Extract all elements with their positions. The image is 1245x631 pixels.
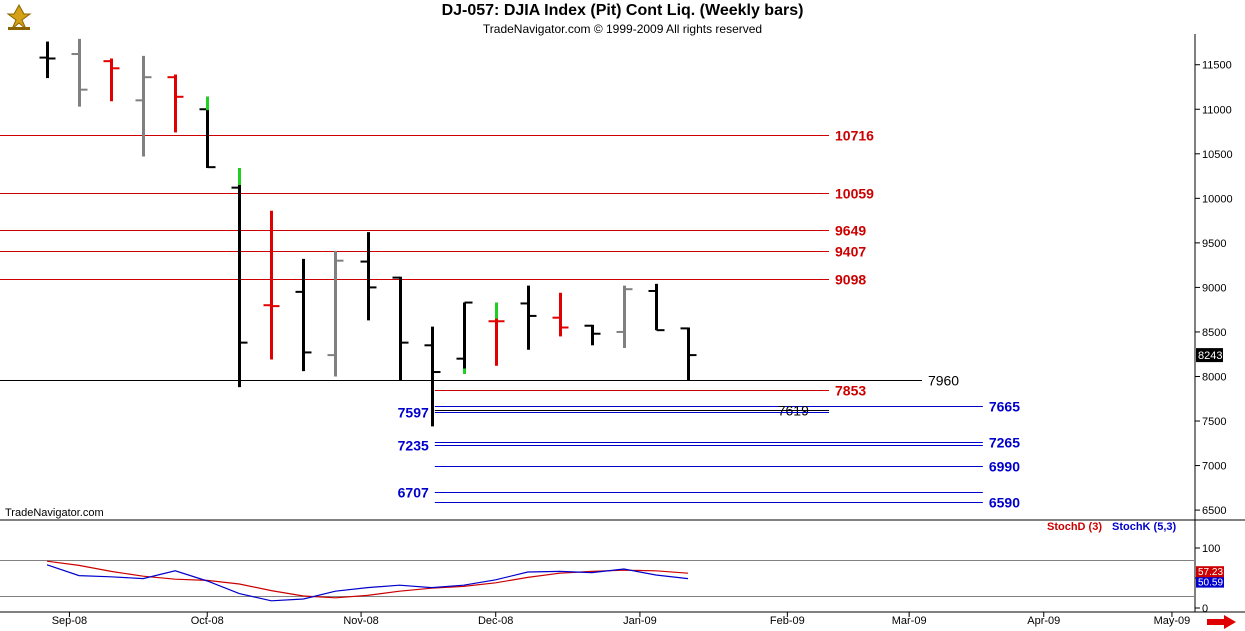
arrow-right-icon[interactable] bbox=[1207, 614, 1237, 630]
x-tick-label: Dec-08 bbox=[478, 615, 513, 627]
ohlc-bar bbox=[552, 292, 569, 337]
y-tick-label: 8500 bbox=[1202, 327, 1226, 339]
level-label: 7235 bbox=[398, 438, 429, 454]
level-label: 10059 bbox=[835, 186, 874, 202]
price-tag-box bbox=[1196, 348, 1223, 363]
stoch-d-line bbox=[46, 560, 689, 599]
y-tick-label: 8000 bbox=[1202, 371, 1226, 383]
ohlc-bar bbox=[167, 74, 184, 133]
x-tick-label: Mar-09 bbox=[892, 615, 927, 627]
ohlc-bar bbox=[295, 258, 312, 372]
y-tick-label: 10500 bbox=[1202, 149, 1233, 161]
level-label: 7597 bbox=[398, 405, 429, 421]
ohlc-bar bbox=[71, 38, 88, 107]
level-label: 6990 bbox=[989, 459, 1020, 475]
legend-stoch-k: StochK (5,3) bbox=[1112, 521, 1177, 533]
ohlc-bar bbox=[456, 301, 473, 374]
x-tick-label: Jan-09 bbox=[623, 615, 657, 627]
ohlc-bar bbox=[103, 58, 120, 102]
level-label: 10716 bbox=[835, 128, 874, 144]
ohlc-bar bbox=[648, 283, 665, 332]
level-label: 7960 bbox=[928, 373, 959, 389]
x-tick-label: Apr-09 bbox=[1027, 615, 1060, 627]
level-label: 6707 bbox=[398, 485, 429, 501]
ohlc-bar bbox=[135, 55, 152, 157]
oscillator-y-tick-label: 0 bbox=[1202, 603, 1208, 615]
y-tick-label: 7000 bbox=[1202, 461, 1226, 473]
stoch-d-tag-box bbox=[1196, 566, 1224, 578]
stoch-d-tag-label: 57.23 bbox=[1198, 567, 1223, 578]
stoch-k-tag-box bbox=[1196, 576, 1224, 588]
ohlc-bar bbox=[680, 327, 697, 381]
y-tick-label: 10000 bbox=[1202, 193, 1233, 205]
legend-stoch-d: StochD (3) bbox=[1047, 521, 1102, 533]
ohlc-bar bbox=[584, 324, 601, 346]
chart-title: DJ-057: DJIA Index (Pit) Cont Liq. (Week… bbox=[441, 2, 804, 19]
chart-subtitle: TradeNavigator.com © 1999-2009 All right… bbox=[482, 22, 763, 36]
ohlc-bar bbox=[360, 232, 377, 321]
x-tick-label: Sep-08 bbox=[52, 615, 87, 627]
level-label: 7619 bbox=[778, 403, 809, 419]
y-tick-label: 6500 bbox=[1202, 505, 1226, 517]
ohlc-bar bbox=[231, 168, 248, 388]
y-tick-label: 11500 bbox=[1202, 60, 1232, 72]
x-tick-label: May-09 bbox=[1154, 615, 1191, 627]
level-label: 6590 bbox=[989, 495, 1020, 511]
y-tick-label: 7500 bbox=[1202, 416, 1226, 428]
x-tick-label: Feb-09 bbox=[770, 615, 805, 627]
y-tick-label: 11000 bbox=[1202, 104, 1232, 116]
level-label: 9649 bbox=[835, 223, 866, 239]
trade-navigator-logo-icon bbox=[6, 3, 32, 30]
level-label: 9098 bbox=[835, 272, 866, 288]
x-tick-label: Nov-08 bbox=[343, 615, 378, 627]
stoch-k-line bbox=[46, 564, 689, 602]
level-label: 7665 bbox=[989, 399, 1020, 415]
ohlc-bar bbox=[392, 276, 409, 381]
ohlc-bar bbox=[520, 285, 537, 350]
ohlc-bar bbox=[616, 285, 633, 348]
y-tick-label: 9500 bbox=[1202, 238, 1226, 250]
ohlc-bar bbox=[327, 250, 344, 377]
level-label: 7265 bbox=[989, 435, 1020, 451]
price-tag-label: 8243 bbox=[1198, 350, 1222, 362]
level-label: 9407 bbox=[835, 244, 866, 260]
stoch-k-tag-label: 50.59 bbox=[1198, 578, 1223, 589]
level-label: 7853 bbox=[835, 383, 866, 399]
oscillator-y-tick-label: 100 bbox=[1202, 543, 1220, 555]
ohlc-bar bbox=[424, 326, 441, 427]
ohlc-bar bbox=[263, 210, 280, 360]
ohlc-bar bbox=[199, 96, 216, 169]
x-tick-label: Oct-08 bbox=[191, 615, 224, 627]
y-tick-label: 9000 bbox=[1202, 282, 1226, 294]
ohlc-bar bbox=[39, 41, 56, 79]
ohlc-bar bbox=[488, 302, 505, 366]
watermark-label: TradeNavigator.com bbox=[5, 507, 104, 519]
